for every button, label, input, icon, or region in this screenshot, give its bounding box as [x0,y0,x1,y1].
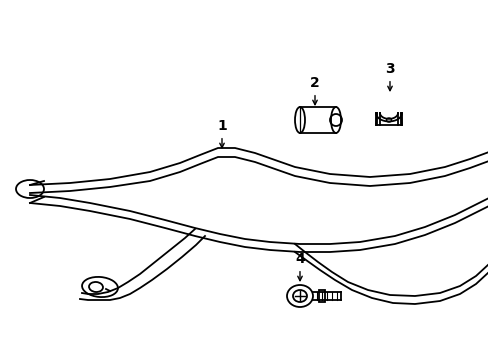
Text: 4: 4 [295,252,304,281]
Bar [318,290,325,302]
Text: 2: 2 [309,76,319,105]
Text: 3: 3 [385,62,394,91]
Text: 1: 1 [217,119,226,148]
